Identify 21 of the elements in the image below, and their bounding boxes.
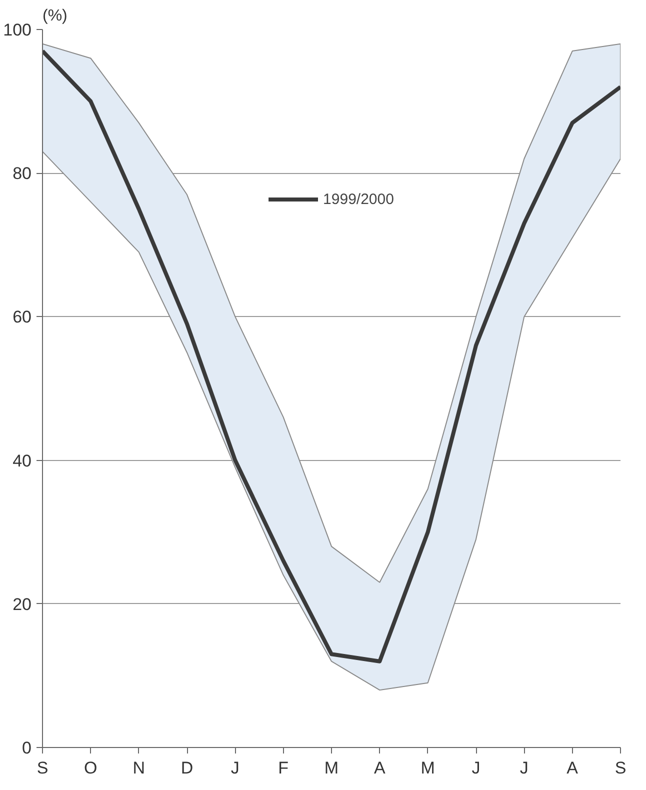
x-tick-label: J — [520, 758, 528, 778]
y-tick-label: 80 — [12, 164, 32, 184]
legend-label: 1999/2000 — [323, 190, 394, 208]
x-tick-label: J — [472, 758, 480, 778]
x-tick-label: S — [614, 758, 626, 778]
x-tick-label: M — [420, 758, 435, 778]
x-tick-label: N — [132, 758, 145, 778]
y-tick-label: 0 — [22, 738, 32, 758]
x-tick-label: A — [566, 758, 579, 778]
x-tick-label: A — [374, 758, 386, 778]
y-tick-label: 100 — [3, 20, 32, 40]
x-tick-label: F — [278, 758, 289, 778]
x-tick-label: S — [36, 758, 48, 778]
x-tick-label: D — [180, 758, 194, 778]
y-axis-title: (%) — [42, 8, 68, 24]
x-tick-label: O — [84, 758, 98, 778]
x-tick-label: J — [230, 758, 240, 778]
y-tick-label: 60 — [12, 308, 32, 327]
y-tick-label: 20 — [12, 594, 32, 614]
y-tick-label: 40 — [12, 451, 32, 470]
x-tick-label: M — [324, 758, 339, 778]
